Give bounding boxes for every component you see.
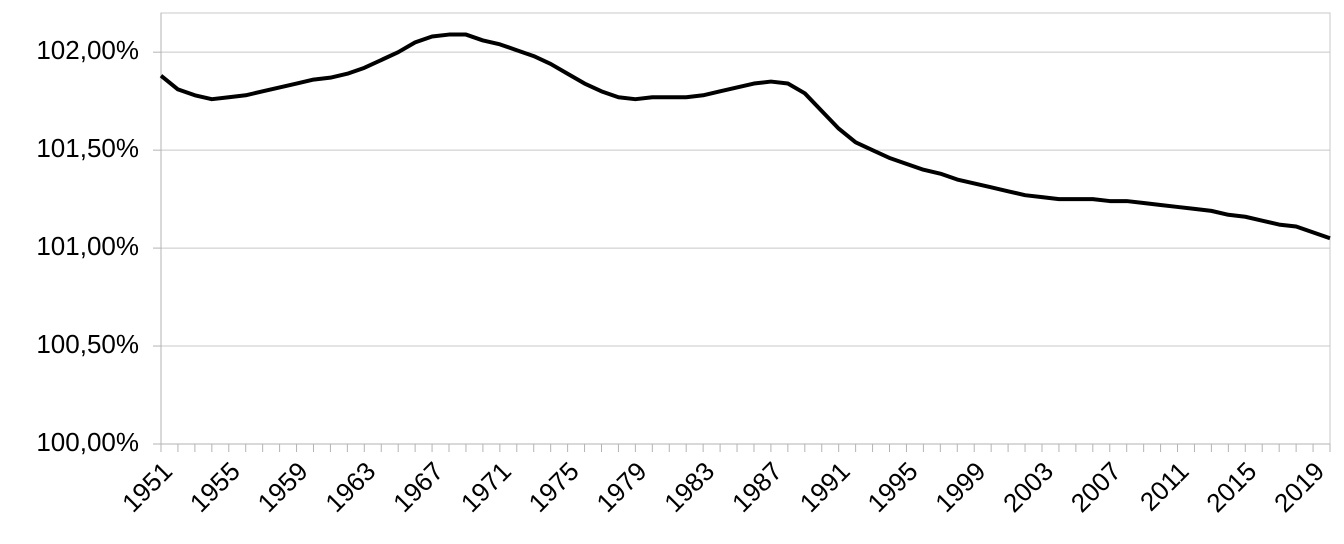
x-tick-label: 1975 [523, 456, 585, 518]
x-tick-label: 2015 [1200, 456, 1262, 518]
x-tick-label: 1995 [861, 456, 923, 518]
x-tick-label: 1963 [319, 456, 381, 518]
y-tick-label: 100,50% [36, 329, 139, 359]
x-tick-label: 1979 [590, 456, 652, 518]
x-tick-label: 1999 [929, 456, 991, 518]
line [159, 32, 1331, 241]
x-tick-label: 1955 [184, 456, 246, 518]
x-tick-label: 1971 [455, 456, 517, 518]
x-tick-label: 1991 [794, 456, 856, 518]
x-tick-label: 1987 [726, 456, 788, 518]
y-tick-label: 101,50% [36, 133, 139, 163]
y-tick-label: 100,00% [36, 427, 139, 457]
x-tick-label: 1983 [658, 456, 720, 518]
x-tick-label: 1951 [116, 456, 178, 518]
x-tick-label: 1959 [252, 456, 314, 518]
x-tick-label: 2007 [1065, 456, 1127, 518]
x-tick-label: 1967 [387, 456, 449, 518]
x-tick-label: 2011 [1134, 456, 1195, 517]
y-tick-label: 102,00% [36, 35, 139, 65]
y-tick-label: 101,00% [36, 231, 139, 261]
x-tick-label: 2003 [997, 456, 1059, 518]
x-tick-label: 2019 [1268, 456, 1330, 518]
